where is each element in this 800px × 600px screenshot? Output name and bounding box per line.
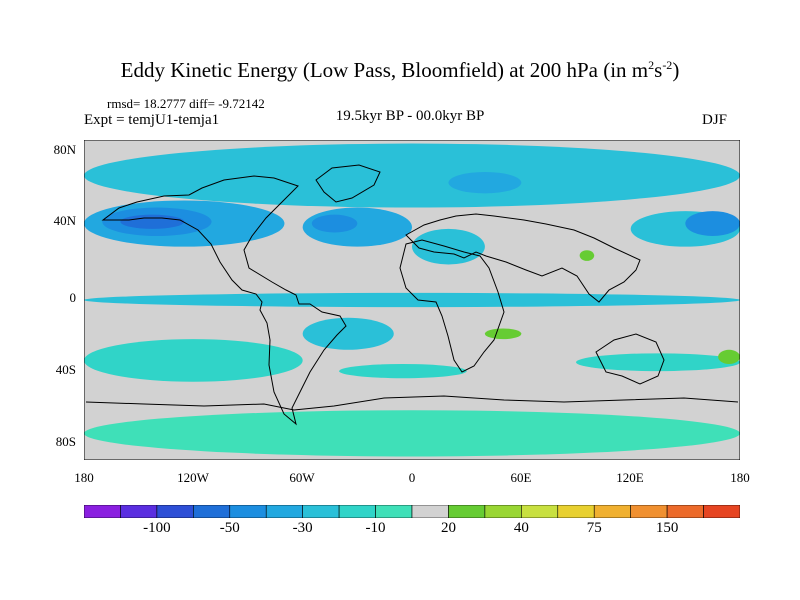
y-tick-label: 80S <box>55 434 76 449</box>
colorbar-swatch <box>484 505 522 518</box>
map-plot <box>84 140 740 460</box>
x-tick-label: 120W <box>177 470 209 485</box>
greenland-coastline <box>315 164 381 203</box>
y-tick-label: 80N <box>53 142 76 157</box>
anomaly-region <box>84 339 303 382</box>
colorbar-swatch <box>120 505 158 518</box>
y-tick-label: 0 <box>69 290 77 305</box>
americas-coastline <box>101 175 347 426</box>
colorbar-swatch <box>630 505 668 518</box>
colorbar-tick-label: -100 <box>143 520 171 536</box>
colorbar-tick-label: -50 <box>219 520 240 536</box>
x-tick-label: 120E <box>616 470 644 485</box>
anomaly-region <box>576 353 740 372</box>
x-tick-label: 60W <box>289 470 315 485</box>
anomaly-region <box>412 228 485 265</box>
africa-coastline <box>399 239 505 373</box>
anomaly-region <box>84 410 740 457</box>
colorbar-swatch <box>229 505 267 518</box>
colorbar-swatch <box>448 505 486 518</box>
colorbar-swatch <box>666 505 704 518</box>
x-tick-label: 0 <box>408 470 416 485</box>
x-tick-label: 180 <box>74 470 94 485</box>
colorbar-tick-label: -10 <box>365 520 386 536</box>
colorbar-tick-label: 150 <box>655 520 679 536</box>
colorbar-swatch <box>593 505 631 518</box>
y-tick-label: 40S <box>55 362 76 377</box>
colorbar-swatch <box>338 505 376 518</box>
colorbar-swatch <box>302 505 340 518</box>
colorbar-swatch <box>557 505 595 518</box>
x-tick-label: 60E <box>510 470 532 485</box>
chart-title: Eddy Kinetic Energy (Low Pass, Bloomfiel… <box>120 58 680 82</box>
colorbar-tick-label: -30 <box>292 520 313 536</box>
stats-label: rmsd= 18.2777 diff= -9.72142 <box>107 96 265 111</box>
anomaly-region <box>579 250 595 261</box>
anomaly-region <box>448 172 522 194</box>
anomaly-region <box>120 214 185 229</box>
period-label: 19.5kyr BP - 00.0kyr BP <box>335 108 485 124</box>
colorbar-swatch <box>375 505 413 518</box>
colorbar-swatch <box>193 505 231 518</box>
colorbar-tick-label: 20 <box>440 520 456 536</box>
australia-coastline <box>595 333 665 385</box>
experiment-label: Expt = temjU1-temja1 <box>84 112 220 128</box>
antarctica-coastline <box>85 395 739 411</box>
colorbar-swatch <box>411 505 449 518</box>
colorbar-swatch <box>265 505 303 518</box>
colorbar-swatch <box>703 505 740 518</box>
anomaly-region <box>484 328 522 340</box>
colorbar-tick-label: 75 <box>586 520 602 536</box>
colorbar-swatch <box>521 505 559 518</box>
colorbar-swatch <box>156 505 194 518</box>
x-tick-label: 180 <box>730 470 750 485</box>
anomaly-region <box>311 214 358 233</box>
anomaly-region <box>84 292 740 308</box>
anomaly-region <box>718 349 740 364</box>
anomaly-region <box>302 317 394 350</box>
y-tick-label: 40N <box>53 213 76 228</box>
colorbar <box>84 505 740 518</box>
season-label: DJF <box>702 112 728 128</box>
anomaly-region <box>339 364 467 379</box>
colorbar-tick-label: 40 <box>513 520 529 536</box>
colorbar-swatch <box>84 505 121 518</box>
anomaly-region <box>685 211 740 236</box>
anomaly-region <box>84 143 740 208</box>
